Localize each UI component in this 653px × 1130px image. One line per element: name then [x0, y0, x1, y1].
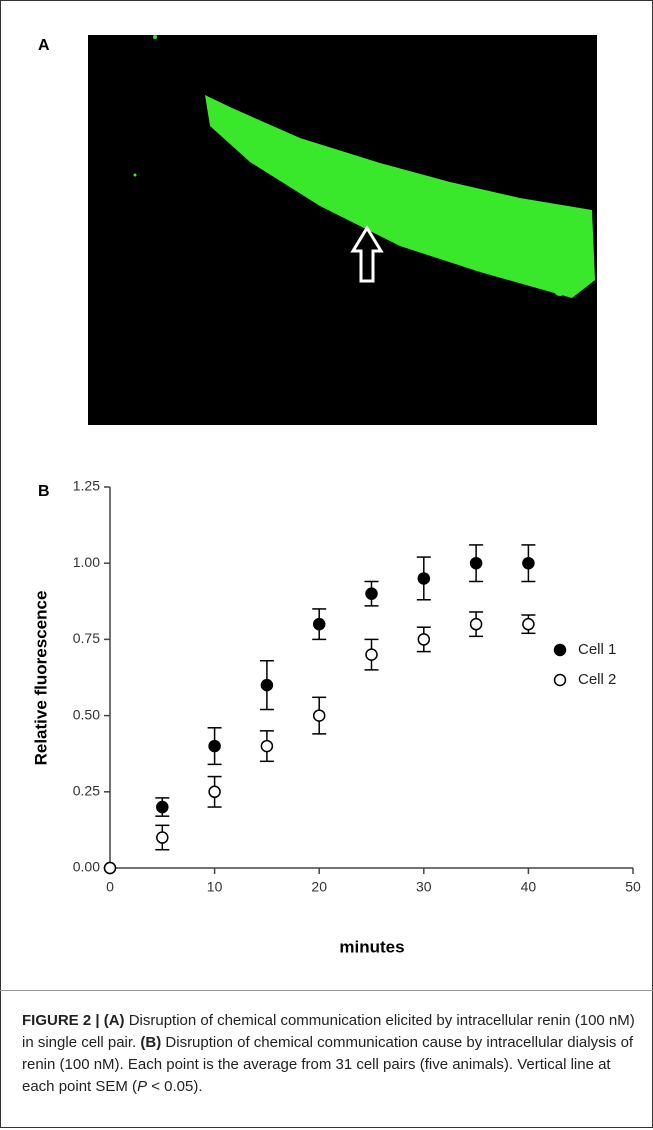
y-axis-title: Relative fluorescence [31, 591, 50, 766]
data-point [103, 861, 117, 875]
data-point [469, 556, 483, 570]
data-point [156, 831, 169, 844]
x-tick-label: 50 [625, 879, 641, 895]
legend-marker [553, 673, 567, 687]
legend-label: Cell 1 [578, 641, 616, 658]
data-point [312, 709, 326, 722]
separator [0, 990, 653, 991]
legend-label: Cell 2 [578, 671, 616, 688]
arrow [350, 225, 384, 283]
data-point [469, 617, 483, 631]
data-point [417, 572, 431, 585]
data-point [522, 617, 535, 631]
legend-marker [553, 643, 567, 657]
x-tick-label: 30 [416, 879, 432, 895]
x-tick-label: 0 [106, 879, 114, 895]
caption-text: P [137, 1078, 148, 1095]
y-tick-label: 0.25 [73, 783, 100, 799]
data-point [417, 633, 431, 646]
caption-text: Disruption of chemical communication cau… [22, 1034, 638, 1095]
y-tick-label: 0.00 [73, 859, 100, 875]
cell-fluorescence [133, 35, 595, 298]
caption-text: < 0.05). [147, 1078, 203, 1095]
data-point [156, 800, 169, 814]
data-point [365, 587, 378, 600]
caption-text: Disruption of chemical communication eli… [22, 1012, 639, 1051]
panel-label: A [38, 37, 50, 54]
x-tick-label: 20 [311, 879, 327, 895]
figure: A B minutes Relative fluorescence 0.00 0.… [31, 35, 641, 956]
data-point [260, 739, 274, 753]
data-point [522, 556, 535, 570]
data-point [208, 739, 221, 753]
panel-label: B [38, 483, 50, 500]
y-tick-label: 1.00 [73, 554, 100, 570]
data-point [365, 648, 378, 661]
y-tick-label: 0.50 [73, 706, 100, 722]
caption-text: (B) [140, 1034, 162, 1051]
data-point [208, 785, 221, 799]
x-tick-label: 10 [207, 879, 223, 895]
data-point [260, 678, 274, 692]
y-tick-label: 0.75 [73, 630, 100, 646]
y-tick-label: 1.25 [73, 478, 100, 494]
caption: FIGURE 2 | (A) Disruption of chemical co… [22, 1010, 642, 1098]
x-tick-label: 40 [521, 879, 537, 895]
x-axis-title: minutes [339, 937, 404, 956]
data-point [312, 617, 326, 631]
caption-text: FIGURE 2 | (A) [22, 1012, 125, 1029]
